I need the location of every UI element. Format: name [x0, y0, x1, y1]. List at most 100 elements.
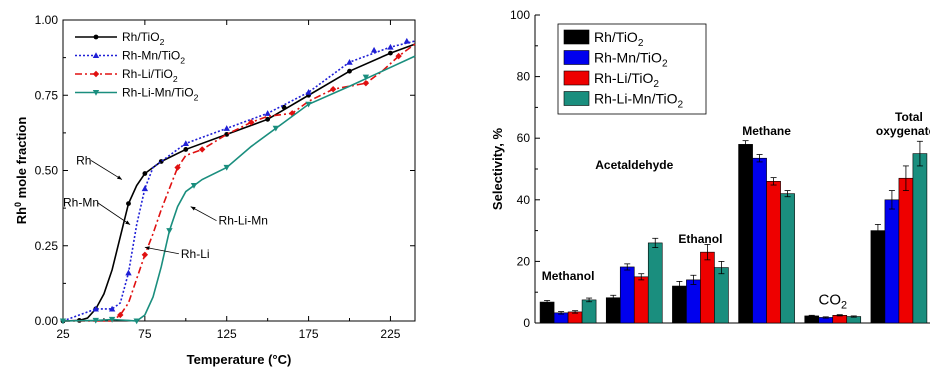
category-group: Ethanol	[672, 232, 729, 324]
series-point	[370, 46, 378, 53]
y-tick-label: 0.75	[35, 88, 59, 102]
series-point	[223, 125, 230, 131]
legend-entry-label: Rh-Li/TiO2	[594, 70, 659, 90]
legend-entry-label: Rh-Li-Mn/TiO2	[122, 86, 199, 103]
x-tick-label: 225	[380, 327, 400, 341]
legend-marker	[92, 89, 100, 96]
legend-marker	[92, 70, 100, 78]
series-point	[133, 318, 140, 325]
series-line	[63, 43, 416, 322]
bar	[633, 276, 649, 324]
y-tick-label: 0.50	[35, 164, 59, 178]
bar	[605, 297, 621, 324]
category-label: Methanol	[542, 269, 595, 283]
series-point	[388, 50, 393, 56]
series-point	[329, 86, 337, 93]
series-point	[395, 52, 402, 60]
series-point	[183, 147, 189, 152]
legend-entry-label: Rh/TiO2	[122, 30, 165, 47]
legend-swatch	[563, 50, 590, 65]
legend-entry-label: Rh-Mn/TiO2	[594, 50, 668, 70]
series-line	[62, 40, 416, 322]
series-point	[305, 101, 312, 108]
series-point	[59, 318, 67, 325]
y-tick-label: 80	[517, 70, 531, 84]
x-tick-label: 125	[217, 327, 237, 341]
y-axis-label: Rh0 mole fraction	[13, 117, 29, 225]
series-point	[108, 316, 116, 323]
annotation-arrow	[190, 206, 217, 222]
series-point	[166, 228, 173, 234]
x-tick-label: 75	[138, 327, 152, 341]
bar	[700, 251, 715, 324]
series-point	[403, 37, 411, 44]
x-axis-label: Temperature (°C)	[187, 352, 292, 367]
legend-marker	[93, 34, 99, 40]
category-label: Methane	[742, 124, 791, 138]
bar	[647, 242, 663, 324]
bar	[898, 177, 914, 324]
y-tick-label: 60	[517, 131, 531, 145]
legend-entry-label: Rh-Li/TiO2	[122, 67, 178, 84]
series-3	[59, 55, 416, 325]
annotation-arrow	[144, 246, 179, 255]
category-label: CO2	[818, 292, 847, 312]
bar	[672, 285, 687, 324]
series-point	[190, 182, 198, 189]
y-axis-label: Selectivity, %	[490, 127, 505, 210]
annotation-arrow	[90, 160, 123, 180]
series-point	[142, 171, 148, 176]
curve-annotation: Rh-Li	[181, 247, 210, 261]
series-point	[264, 110, 271, 116]
series-point	[272, 125, 280, 132]
series-2	[63, 43, 416, 322]
series-point	[92, 317, 99, 324]
series-point	[265, 116, 271, 122]
annotation-arrowhead	[190, 206, 196, 211]
legend-entry-label: Rh/TiO2	[594, 29, 644, 49]
series-point	[248, 119, 255, 126]
bar	[686, 279, 701, 324]
series-point	[198, 146, 206, 153]
series-line	[62, 43, 416, 322]
y-tick-label: 20	[517, 254, 531, 268]
category-group: Totaloxygenates	[870, 110, 930, 324]
curve-annotation: Rh-Mn	[63, 196, 99, 210]
y-tick-label: 1.00	[35, 13, 59, 27]
series-point	[362, 80, 370, 87]
series-point	[362, 74, 370, 81]
bar	[619, 266, 635, 324]
series-point	[108, 305, 116, 312]
legend-swatch	[563, 29, 590, 45]
series-point	[125, 269, 132, 276]
legend-marker	[92, 52, 100, 59]
bar	[714, 267, 729, 324]
bar	[539, 301, 555, 324]
curve-annotation: Rh-Li-Mn	[219, 214, 268, 228]
series-point	[174, 164, 181, 171]
series-1	[62, 37, 416, 322]
bar	[884, 199, 900, 324]
annotation-arrow	[97, 202, 131, 226]
category-label: Total	[895, 110, 923, 124]
y-tick-label: 0.00	[35, 314, 59, 328]
series-point	[223, 164, 230, 171]
annotation-arrowhead	[125, 220, 131, 225]
series-point	[141, 251, 149, 258]
series-point	[347, 68, 352, 74]
bar	[567, 311, 583, 324]
category-group: Methane	[738, 124, 795, 324]
category-group: Methanol	[539, 269, 597, 324]
series-point	[305, 89, 312, 95]
annotation-arrowhead	[144, 246, 150, 251]
y-tick-label: 0.25	[35, 239, 59, 253]
bar	[870, 230, 886, 324]
category-group: CO2	[804, 292, 862, 324]
series-point	[141, 185, 149, 192]
legend-entry-label: Rh-Li-Mn/TiO2	[594, 91, 684, 111]
selectivity-bar-chart: 0 20 40 60 80 100 Selectivity, % Methanol Acetal…	[490, 8, 930, 330]
bar	[804, 315, 820, 324]
category-label: Acetaldehyde	[595, 158, 673, 172]
bar	[832, 314, 848, 324]
